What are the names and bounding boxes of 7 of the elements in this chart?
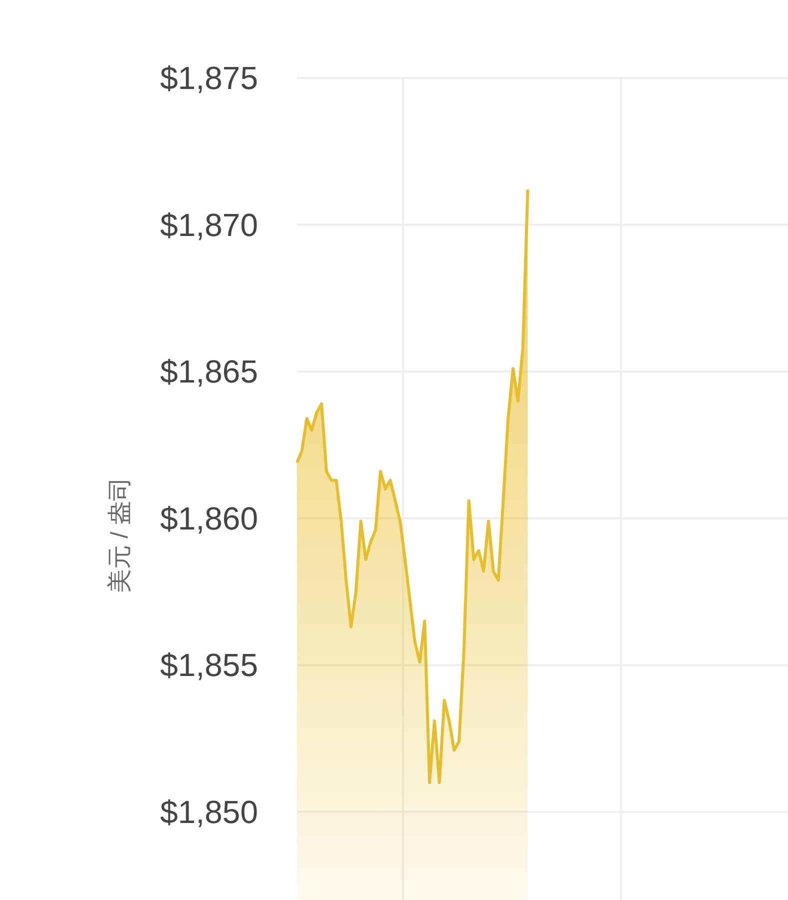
- y-tick-label: $1,865: [160, 354, 258, 390]
- y-axis-title: 美元 / 盎司: [106, 476, 134, 594]
- y-tick-label: $1,860: [160, 500, 258, 536]
- y-tick-label: $1,870: [160, 206, 258, 243]
- y-tick-label: $1,850: [160, 794, 258, 830]
- y-tick-label: $1,855: [160, 647, 258, 684]
- y-tick-label: $1,875: [160, 60, 258, 96]
